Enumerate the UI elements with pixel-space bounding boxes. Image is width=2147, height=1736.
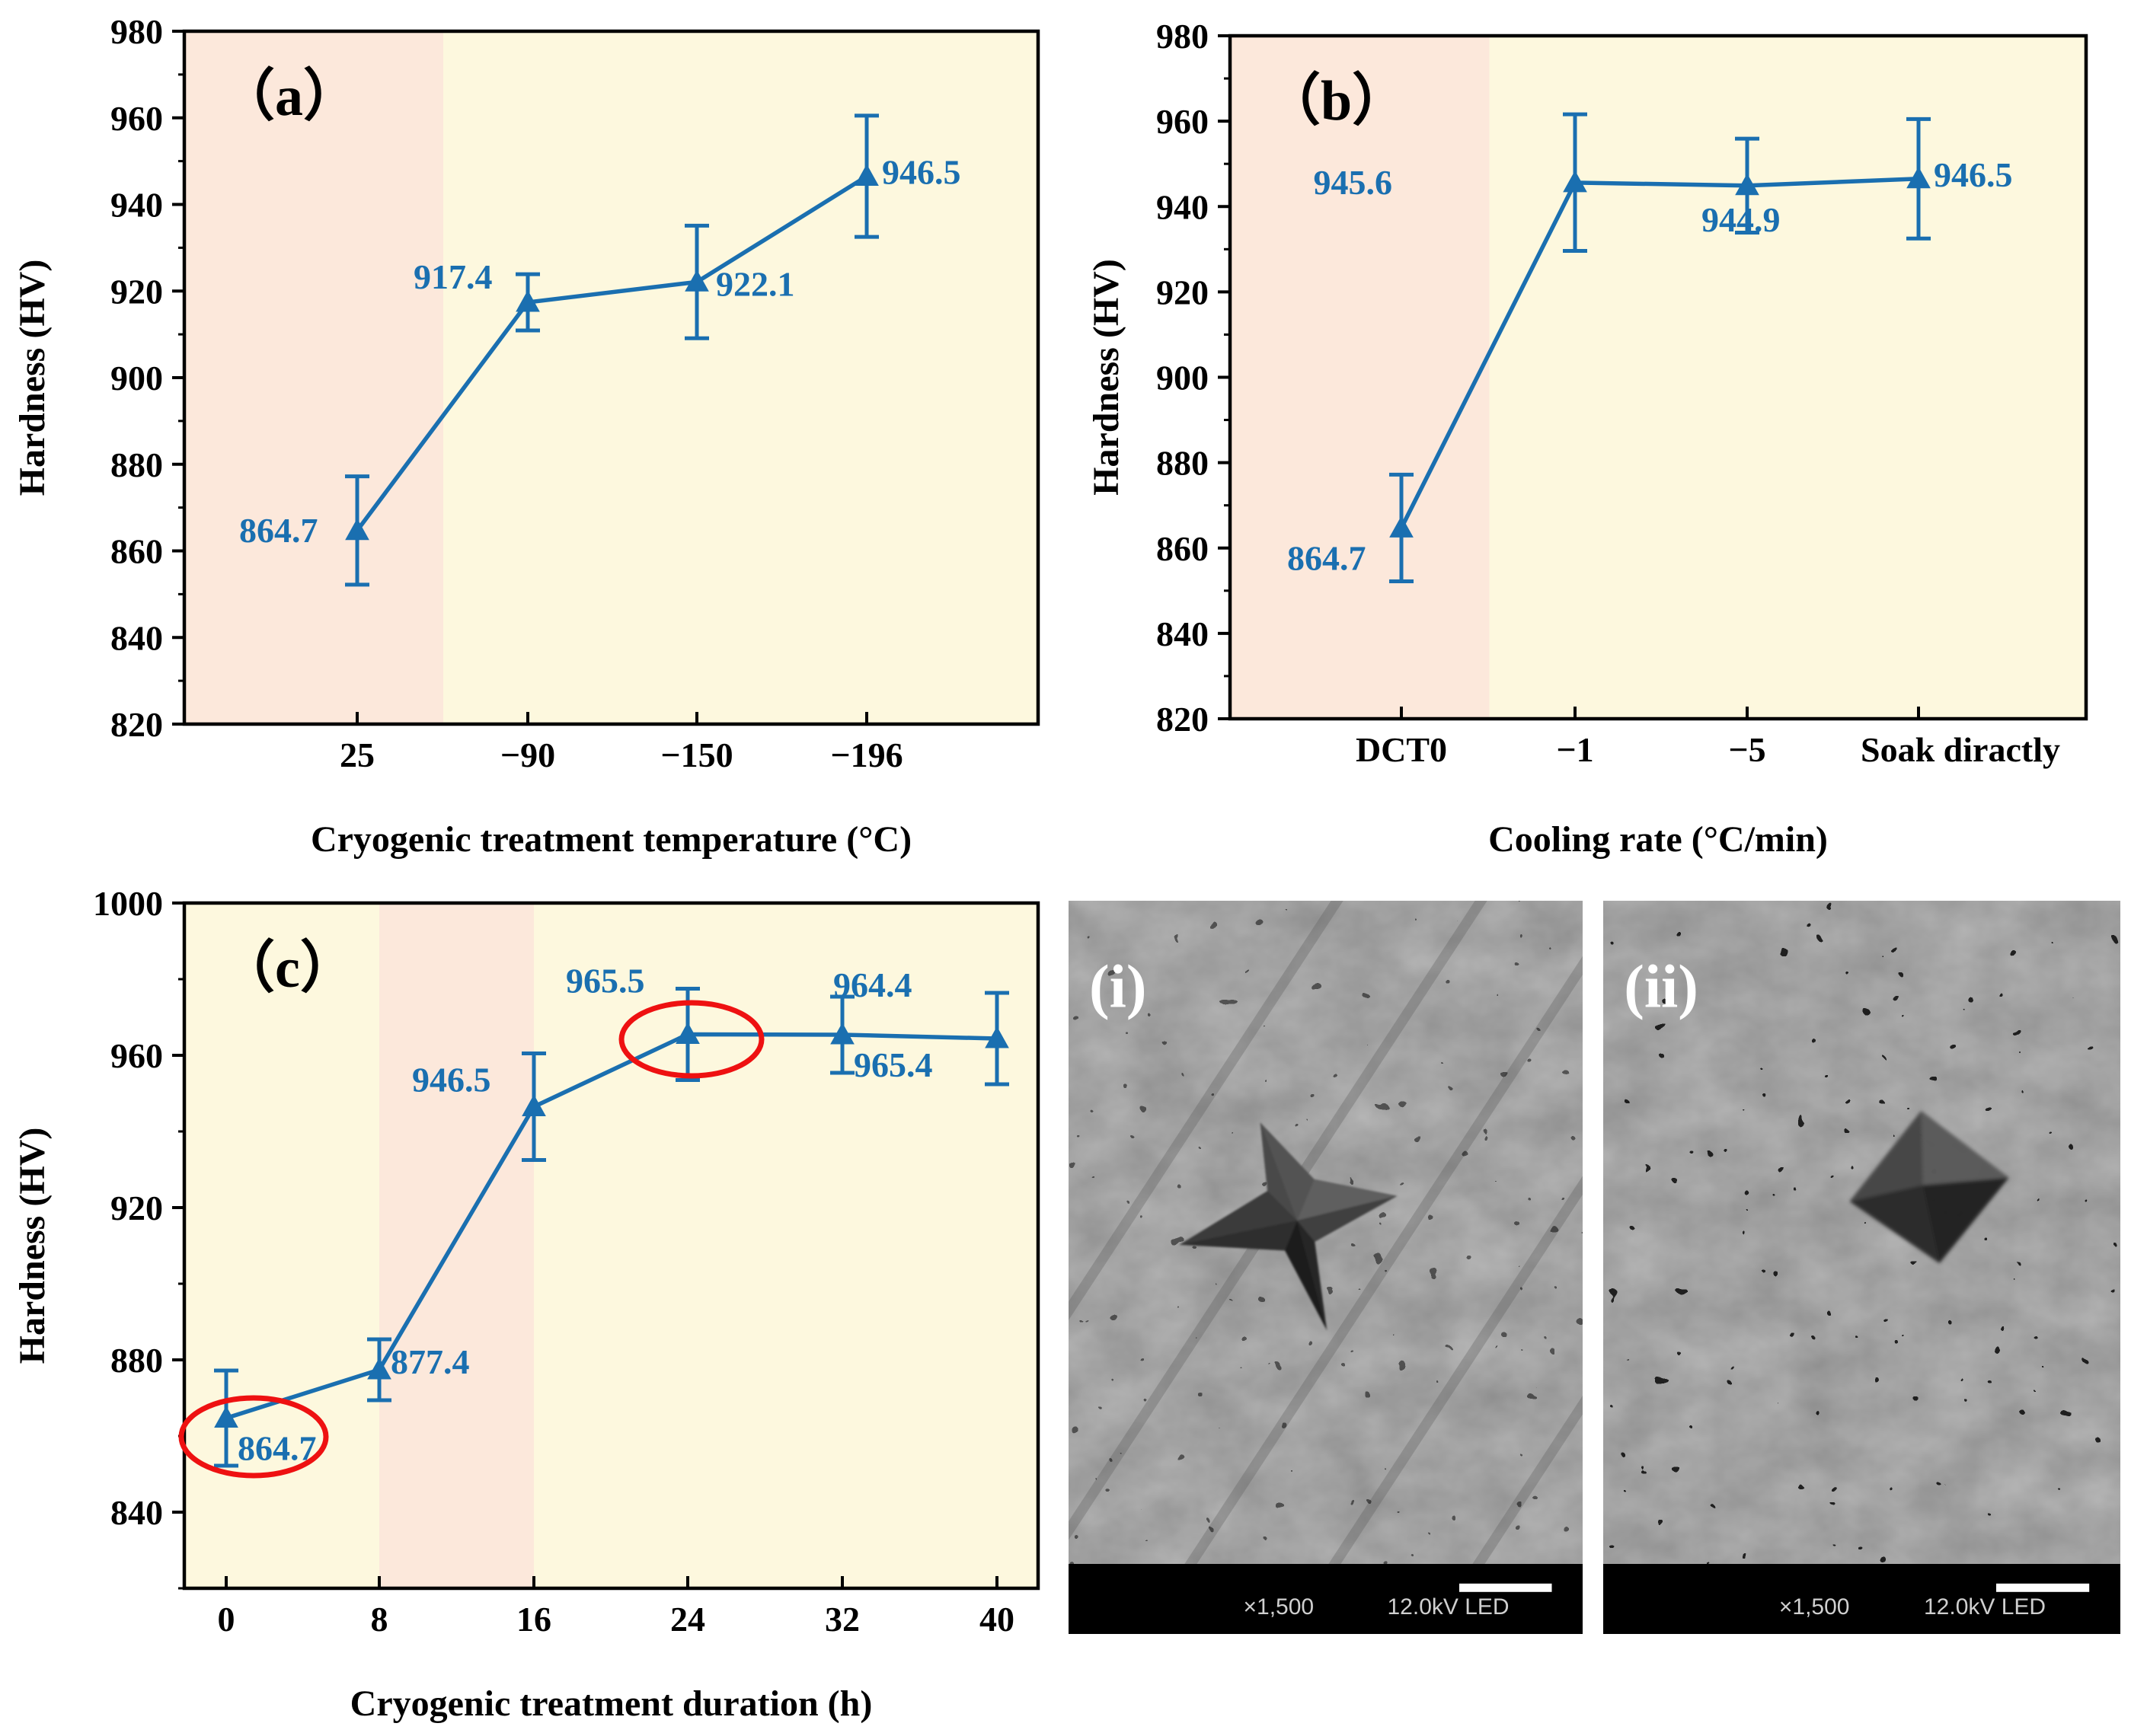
svg-text:40: 40 bbox=[979, 1600, 1014, 1639]
svg-text:840: 840 bbox=[1156, 614, 1209, 653]
svg-text:940: 940 bbox=[1156, 187, 1209, 226]
svg-text:−5: −5 bbox=[1728, 730, 1765, 769]
svg-text:820: 820 bbox=[110, 705, 163, 744]
svg-text:1000: 1000 bbox=[93, 884, 163, 923]
svg-text:880: 880 bbox=[110, 1341, 163, 1380]
svg-text:−1: −1 bbox=[1556, 730, 1593, 769]
svg-text:Cryogenic treatment temperatur: Cryogenic treatment temperature (°C) bbox=[311, 819, 912, 860]
svg-text:24: 24 bbox=[670, 1600, 705, 1639]
svg-text:（a）: （a） bbox=[219, 65, 359, 128]
svg-text:860: 860 bbox=[1156, 529, 1209, 568]
svg-text:880: 880 bbox=[1156, 444, 1209, 483]
svg-text:940: 940 bbox=[110, 186, 163, 225]
svg-text:Soak diractly: Soak diractly bbox=[1861, 730, 2060, 769]
svg-text:945.6: 945.6 bbox=[1314, 163, 1393, 202]
svg-text:880: 880 bbox=[110, 445, 163, 484]
svg-text:×1,500: ×1,500 bbox=[1244, 1594, 1315, 1620]
svg-text:860: 860 bbox=[110, 532, 163, 571]
svg-text:864.7: 864.7 bbox=[239, 511, 318, 550]
svg-text:965.5: 965.5 bbox=[566, 962, 645, 1000]
svg-text:920: 920 bbox=[110, 272, 163, 311]
svg-text:×1,500: ×1,500 bbox=[1779, 1594, 1850, 1620]
svg-text:840: 840 bbox=[110, 618, 163, 657]
svg-text:917.4: 917.4 bbox=[414, 257, 493, 296]
svg-text:Cryogenic treatment duration (: Cryogenic treatment duration (h) bbox=[350, 1683, 873, 1724]
svg-text:16: 16 bbox=[516, 1600, 551, 1639]
svg-text:−150: −150 bbox=[660, 736, 733, 774]
svg-text:（b）: （b） bbox=[1264, 70, 1408, 132]
svg-text:900: 900 bbox=[110, 359, 163, 397]
svg-text:944.9: 944.9 bbox=[1701, 200, 1781, 239]
svg-text:DCT0: DCT0 bbox=[1356, 730, 1447, 769]
svg-text:960: 960 bbox=[1156, 102, 1209, 141]
svg-text:840: 840 bbox=[110, 1493, 163, 1532]
svg-text:920: 920 bbox=[110, 1189, 163, 1227]
svg-text:Hardness (HV): Hardness (HV) bbox=[12, 260, 53, 496]
svg-text:−90: −90 bbox=[500, 736, 555, 774]
svg-text:922.1: 922.1 bbox=[716, 264, 795, 303]
svg-text:980: 980 bbox=[1156, 17, 1209, 56]
svg-text:32: 32 bbox=[825, 1600, 860, 1639]
svg-text:920: 920 bbox=[1156, 273, 1209, 311]
svg-text:12.0kV LED: 12.0kV LED bbox=[1388, 1594, 1510, 1620]
svg-text:−196: −196 bbox=[830, 736, 903, 774]
svg-text:8: 8 bbox=[371, 1600, 388, 1639]
svg-text:Hardness (HV): Hardness (HV) bbox=[1086, 259, 1126, 496]
svg-text:946.5: 946.5 bbox=[412, 1061, 491, 1099]
svg-text:980: 980 bbox=[110, 12, 163, 51]
svg-text:（c）: （c） bbox=[219, 937, 356, 1000]
svg-text:820: 820 bbox=[1156, 700, 1209, 739]
svg-text:0: 0 bbox=[218, 1600, 235, 1639]
svg-text:864.7: 864.7 bbox=[1287, 538, 1366, 577]
svg-text:946.5: 946.5 bbox=[1934, 155, 2013, 194]
svg-text:960: 960 bbox=[110, 1036, 163, 1075]
svg-text:900: 900 bbox=[1156, 359, 1209, 397]
svg-text:Hardness (HV): Hardness (HV) bbox=[12, 1128, 53, 1364]
svg-text:965.4: 965.4 bbox=[854, 1045, 933, 1084]
svg-text:960: 960 bbox=[110, 99, 163, 138]
svg-text:877.4: 877.4 bbox=[391, 1342, 470, 1381]
svg-text:964.4: 964.4 bbox=[833, 965, 912, 1004]
svg-text:12.0kV LED: 12.0kV LED bbox=[1924, 1594, 2046, 1620]
svg-text:Cooling rate (°C/min): Cooling rate (°C/min) bbox=[1488, 819, 1828, 860]
svg-text:25: 25 bbox=[340, 736, 375, 774]
svg-text:(i): (i) bbox=[1089, 953, 1147, 1020]
svg-text:(ii): (ii) bbox=[1624, 953, 1698, 1020]
svg-text:946.5: 946.5 bbox=[882, 153, 961, 192]
